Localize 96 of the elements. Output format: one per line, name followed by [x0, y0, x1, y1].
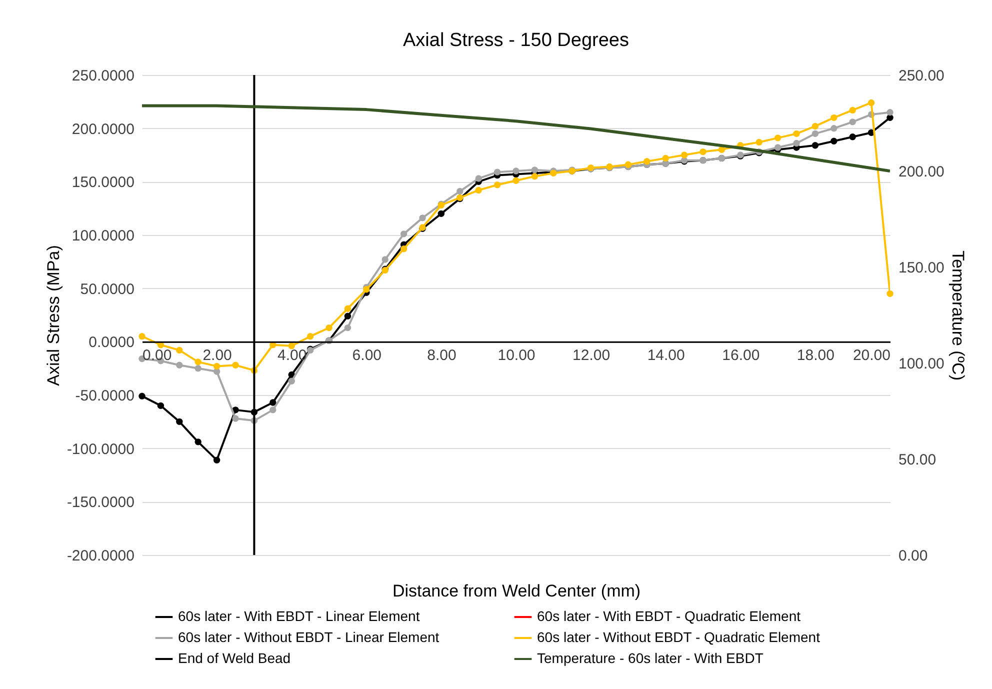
point [624, 161, 632, 168]
point [774, 134, 782, 142]
y2-tick-label: 200.00 [898, 164, 944, 180]
y-tick-label: -100.0000 [66, 440, 134, 458]
point [194, 364, 202, 372]
point [830, 114, 838, 122]
y-tick-label: 150.0000 [72, 174, 134, 192]
point [288, 378, 295, 384]
point [812, 130, 819, 138]
x-tick-label: 18.00 [796, 347, 834, 364]
point [475, 175, 482, 182]
legend-label: 60s later - Without EBDT - Linear Element [178, 629, 440, 645]
point [494, 168, 501, 176]
point [475, 186, 482, 194]
x-axis-title: Distance from Weld Center (mm) [392, 582, 641, 600]
point [194, 438, 202, 446]
legend-label: 60s later - Without EBDT - Quadratic Element [537, 629, 820, 645]
point [512, 177, 520, 184]
point [531, 166, 538, 174]
point [400, 230, 408, 238]
point [438, 210, 445, 218]
point [232, 415, 239, 422]
point [194, 358, 202, 366]
point [756, 138, 762, 146]
point [830, 138, 838, 144]
point [270, 406, 276, 414]
x-tick-label: 0.00 [142, 347, 172, 364]
point [718, 146, 726, 154]
point [812, 122, 819, 130]
point [886, 108, 894, 116]
point [176, 346, 183, 354]
point [344, 305, 352, 312]
legend-label: Temperature - 60s later - With EBDT [537, 650, 764, 666]
y-tick-label: 0.0000 [88, 334, 134, 352]
x-tick-label: 6.00 [352, 347, 382, 364]
y-tick-label: 50.0000 [80, 280, 134, 298]
point [830, 124, 838, 132]
point [849, 118, 856, 126]
x-tick-label: 20.00 [852, 347, 890, 364]
point [644, 158, 650, 165]
point [176, 362, 183, 368]
point [700, 148, 706, 156]
x-tick-label: 14.00 [647, 347, 685, 364]
point [270, 399, 276, 406]
point [793, 140, 800, 147]
point [382, 256, 388, 263]
x-tick-label: 2.00 [202, 347, 232, 364]
point [494, 182, 501, 188]
y2-tick-label: 250.00 [898, 68, 944, 84]
y-tick-label: 200.0000 [72, 120, 134, 138]
y-tick-label: -50.0000 [75, 388, 134, 404]
y-axis-title: Axial Stress (MPa) [44, 245, 63, 386]
line-series [142, 104, 890, 172]
point [344, 312, 352, 320]
point [157, 402, 164, 410]
point [531, 172, 538, 180]
point [849, 106, 856, 114]
y-tick-label: -150.0000 [66, 494, 134, 512]
point [326, 324, 332, 332]
point [419, 214, 426, 222]
point [363, 286, 370, 293]
x-tick-label: 10.00 [498, 347, 536, 364]
y2-tick-label: 100.00 [898, 356, 944, 372]
x-tick-label: 8.00 [427, 347, 456, 364]
point [774, 144, 782, 151]
point [680, 152, 688, 158]
point [662, 154, 669, 162]
point [138, 392, 146, 400]
point [213, 456, 220, 464]
y2-tick-label: 50.00 [898, 452, 936, 468]
point [812, 142, 819, 149]
point [344, 324, 352, 332]
point [793, 130, 800, 138]
point [886, 290, 894, 298]
x-tick-label: 12.00 [572, 347, 610, 364]
y-tick-label: 100.0000 [72, 228, 134, 244]
point [306, 332, 314, 340]
y-tick-label: 250.0000 [72, 68, 134, 84]
point [868, 99, 875, 106]
x-tick-label: 16.00 [722, 347, 760, 364]
y2-tick-label: 0.00 [898, 548, 928, 564]
legend-label: 60s later - With EBDT - Linear Element [178, 608, 420, 624]
point [232, 362, 239, 368]
y2-tick-label: 150.00 [898, 260, 944, 276]
point [400, 246, 408, 252]
point [176, 418, 183, 426]
legend-label: End of Weld Bead [178, 650, 291, 666]
point [138, 332, 146, 340]
point [512, 168, 520, 174]
point [213, 362, 220, 370]
point [456, 188, 464, 195]
legend-label: 60s later - With EBDT - Quadratic Element [537, 608, 801, 624]
point [849, 134, 856, 140]
y-tick-label: -200.0000 [66, 548, 134, 564]
chart-title: Axial Stress - 150 Degrees [403, 30, 629, 51]
y2-axis-title: Temperature (ºC) [948, 250, 968, 380]
